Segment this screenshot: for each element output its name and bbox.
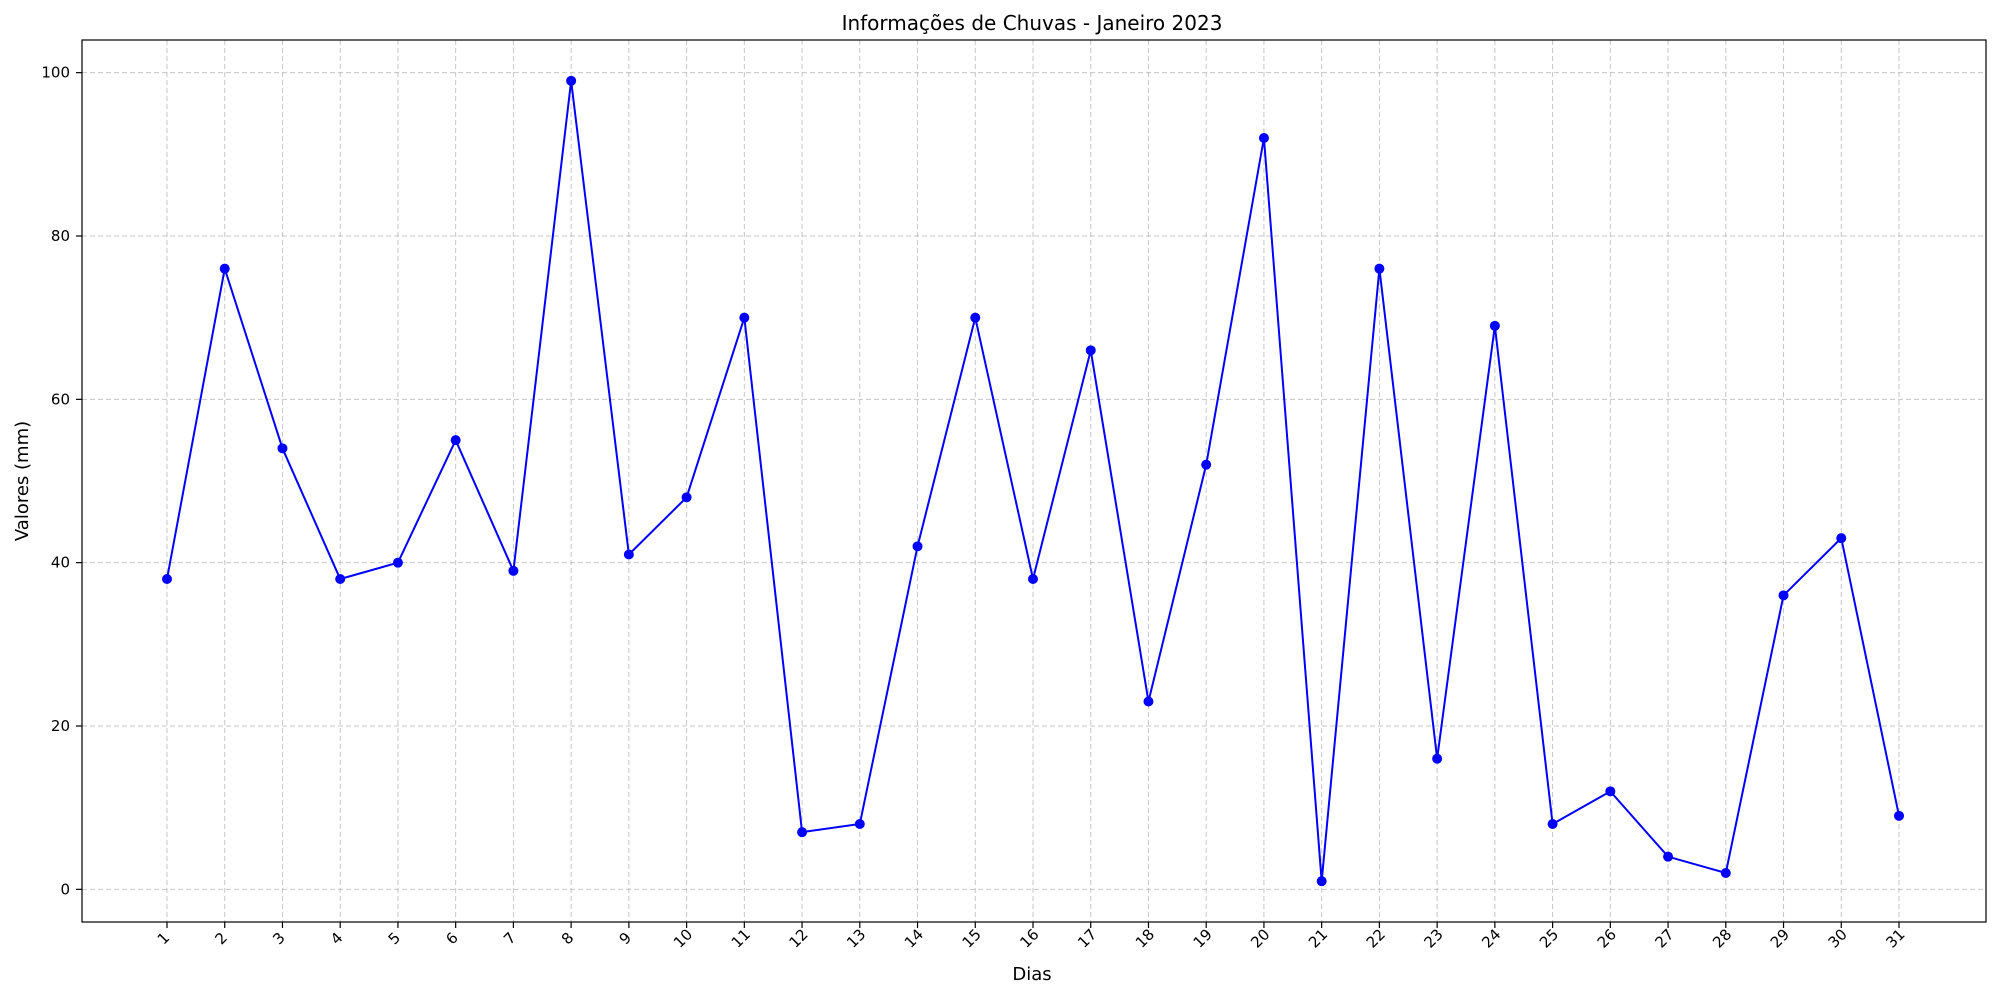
data-point	[1258, 133, 1269, 143]
data-point	[1894, 810, 1904, 821]
x-tick-label: 19	[1190, 925, 1216, 951]
data-point	[1605, 786, 1616, 797]
x-tick-label: 31	[1882, 925, 1908, 951]
data-point	[162, 574, 172, 584]
x-tick-label: 1	[154, 929, 173, 948]
x-tick-label: 10	[670, 925, 696, 951]
x-tick-label: 23	[1420, 925, 1446, 951]
x-tick-label: 15	[959, 925, 985, 951]
x-tick-label: 18	[1132, 925, 1158, 951]
data-point	[1547, 819, 1558, 829]
data-point	[1085, 345, 1096, 356]
y-axis-ticks: 0 20 40 60 80 100	[41, 64, 82, 898]
data-point	[1374, 263, 1385, 274]
y-tick-label: 40	[51, 554, 70, 572]
data-point	[450, 435, 461, 446]
x-tick-label: 3	[269, 929, 288, 948]
x-axis-label: Dias	[1012, 964, 1051, 985]
data-point	[970, 312, 981, 323]
x-tick-label: 7	[500, 929, 519, 948]
x-tick-label: 27	[1651, 925, 1677, 951]
x-tick-label: 28	[1709, 925, 1735, 951]
x-tick-label: 8	[558, 929, 577, 948]
x-tick-label: 16	[1016, 925, 1042, 951]
x-tick-label: 14	[901, 925, 927, 951]
x-tick-label: 5	[385, 929, 404, 948]
data-point	[1778, 590, 1789, 601]
data-point	[1663, 851, 1674, 862]
x-tick-label: 6	[442, 929, 461, 948]
data-point	[1316, 876, 1327, 887]
x-tick-label: 30	[1825, 925, 1851, 951]
y-tick-label: 0	[60, 880, 70, 898]
y-tick-label: 80	[51, 227, 70, 245]
series-rainfall	[162, 75, 1904, 887]
data-point	[681, 492, 692, 503]
axes	[81, 39, 1987, 923]
x-tick-label: 29	[1767, 925, 1793, 951]
data-point	[623, 549, 634, 560]
x-axis-ticks: 1 2 3 4 5 6 7 8 9 10 11 12 13 14 15 16 17 18 19 20 21 22 23 24 2…	[154, 922, 1909, 952]
data-point	[797, 827, 808, 838]
x-tick-label: 13	[843, 925, 869, 951]
y-tick-label: 100	[41, 64, 70, 82]
x-tick-label: 26	[1594, 925, 1620, 951]
x-tick-label: 11	[728, 925, 754, 951]
data-point	[912, 541, 923, 552]
data-point	[277, 443, 288, 454]
data-point	[335, 574, 346, 584]
x-tick-label: 21	[1305, 925, 1331, 951]
y-axis-label: Valores (mm)	[12, 421, 33, 541]
data-point	[1201, 459, 1212, 470]
data-point	[219, 263, 230, 274]
x-tick-label: 20	[1247, 925, 1273, 951]
x-tick-label: 4	[327, 929, 346, 948]
data-point	[508, 565, 519, 576]
data-point	[1143, 696, 1154, 707]
grid	[82, 40, 1986, 922]
y-tick-label: 60	[51, 390, 70, 408]
data-point	[1432, 753, 1443, 764]
x-tick-label: 17	[1074, 925, 1100, 951]
x-tick-label: 9	[616, 929, 635, 948]
x-tick-label: 25	[1536, 925, 1562, 951]
x-tick-label: 12	[785, 925, 811, 951]
data-point	[739, 312, 750, 323]
chart-title: Informações de Chuvas - Janeiro 2023	[842, 11, 1223, 35]
x-tick-label: 2	[211, 929, 230, 948]
data-point	[1836, 533, 1847, 544]
data-point	[854, 819, 865, 829]
data-point	[392, 557, 403, 568]
x-tick-label: 22	[1363, 925, 1389, 951]
data-point	[1720, 868, 1731, 878]
data-point	[1028, 574, 1038, 584]
data-point	[1489, 320, 1500, 331]
x-tick-label: 24	[1478, 925, 1504, 951]
plot-frame	[81, 39, 1987, 923]
data-point	[566, 75, 577, 86]
y-tick-label: 20	[51, 717, 70, 735]
